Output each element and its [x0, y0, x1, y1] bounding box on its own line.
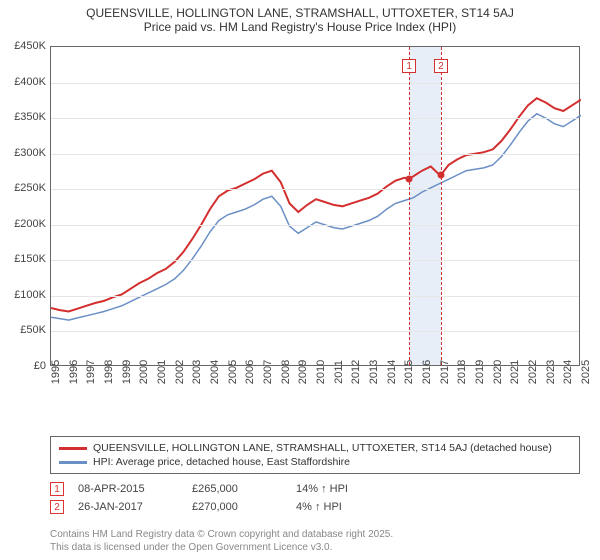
- gridline-h: [51, 154, 579, 155]
- event-line: [409, 47, 410, 365]
- y-tick-label: £450K: [14, 40, 46, 52]
- event-marker-box: 2: [434, 59, 448, 73]
- y-tick-label: £350K: [14, 111, 46, 123]
- legend-box: QUEENSVILLE, HOLLINGTON LANE, STRAMSHALL…: [50, 436, 580, 474]
- gridline-h: [51, 83, 579, 84]
- transaction-row: 226-JAN-2017£270,0004% ↑ HPI: [50, 498, 580, 516]
- y-tick-label: £300K: [14, 147, 46, 159]
- y-tick-label: £0: [34, 360, 46, 372]
- series-marker: [406, 175, 413, 182]
- legend-label: HPI: Average price, detached house, East…: [93, 456, 350, 468]
- transaction-price: 26-JAN-2017: [78, 501, 178, 513]
- series-price_paid: [51, 98, 581, 311]
- legend-row: HPI: Average price, detached house, East…: [59, 455, 571, 469]
- title-subtitle: Price paid vs. HM Land Registry's House …: [0, 20, 600, 34]
- legend-row: QUEENSVILLE, HOLLINGTON LANE, STRAMSHALL…: [59, 441, 571, 455]
- gridline-h: [51, 260, 579, 261]
- gridline-h: [51, 189, 579, 190]
- y-tick-label: £400K: [14, 76, 46, 88]
- gridline-h: [51, 296, 579, 297]
- y-tick-label: £250K: [14, 182, 46, 194]
- line-svg: [51, 47, 581, 367]
- transaction-delta: 4% ↑ HPI: [296, 501, 386, 513]
- transaction-row: 108-APR-2015£265,00014% ↑ HPI: [50, 480, 580, 498]
- legend-block: QUEENSVILLE, HOLLINGTON LANE, STRAMSHALL…: [50, 436, 580, 516]
- footer-line1: Contains HM Land Registry data © Crown c…: [50, 528, 393, 541]
- x-tick-label: 2025: [580, 360, 600, 384]
- title-address: QUEENSVILLE, HOLLINGTON LANE, STRAMSHALL…: [0, 6, 600, 20]
- event-line: [441, 47, 442, 365]
- transaction-delta: 14% ↑ HPI: [296, 483, 386, 495]
- plot-region: 12: [50, 46, 580, 366]
- y-tick-label: £150K: [14, 253, 46, 265]
- title-block: QUEENSVILLE, HOLLINGTON LANE, STRAMSHALL…: [0, 0, 600, 34]
- gridline-h: [51, 225, 579, 226]
- legend-swatch: [59, 461, 87, 464]
- y-tick-label: £200K: [14, 218, 46, 230]
- transaction-price: 08-APR-2015: [78, 483, 178, 495]
- legend-swatch: [59, 447, 87, 450]
- gridline-h: [51, 118, 579, 119]
- event-marker-box: 1: [402, 59, 416, 73]
- legend-label: QUEENSVILLE, HOLLINGTON LANE, STRAMSHALL…: [93, 442, 552, 454]
- transactions-list: 108-APR-2015£265,00014% ↑ HPI226-JAN-201…: [50, 480, 580, 516]
- y-tick-label: £50K: [20, 324, 46, 336]
- chart-container: QUEENSVILLE, HOLLINGTON LANE, STRAMSHALL…: [0, 0, 600, 560]
- chart-area: 12 £0£50K£100K£150K£200K£250K£300K£350K£…: [50, 46, 580, 396]
- footer-line2: This data is licensed under the Open Gov…: [50, 541, 393, 554]
- series-marker: [437, 172, 444, 179]
- y-tick-label: £100K: [14, 289, 46, 301]
- gridline-h: [51, 331, 579, 332]
- transaction-marker: 2: [50, 500, 64, 514]
- footer-attribution: Contains HM Land Registry data © Crown c…: [50, 528, 393, 554]
- transaction-marker: 1: [50, 482, 64, 496]
